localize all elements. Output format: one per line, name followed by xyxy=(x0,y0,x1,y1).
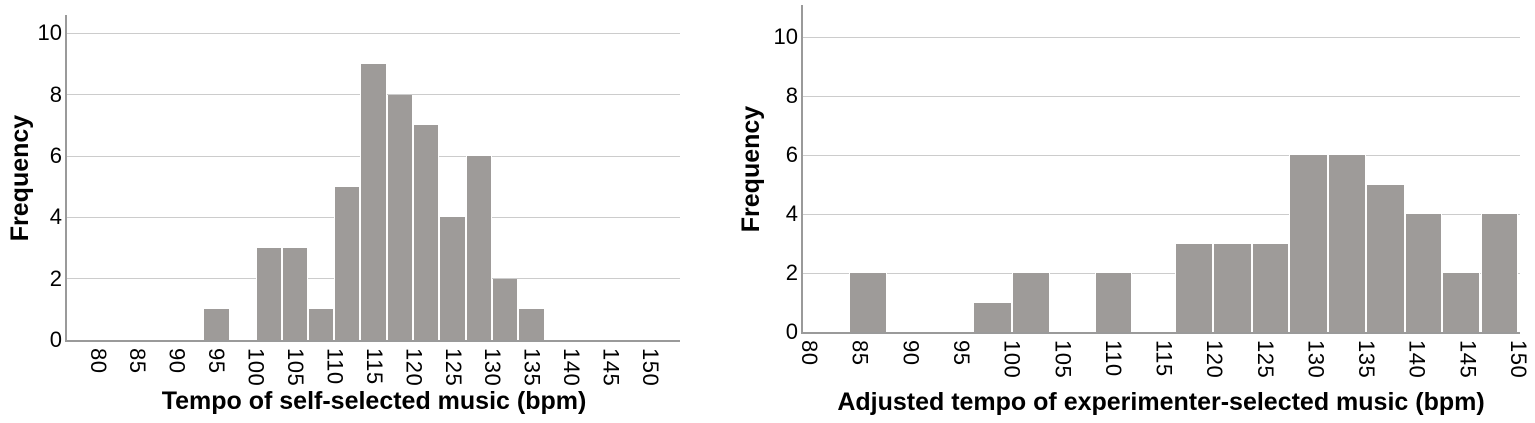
x-tick-label: 85 xyxy=(847,340,873,366)
histogram-bar xyxy=(973,302,1012,332)
x-tick-label: 110 xyxy=(322,348,348,385)
x-tick-label: 85 xyxy=(125,348,151,374)
x-tick-label: 120 xyxy=(1202,340,1228,379)
gridline-y-2 xyxy=(803,272,1520,274)
x-tick-label: 135 xyxy=(519,348,545,387)
x-tick-label: 95 xyxy=(948,340,974,366)
histogram-bar xyxy=(387,94,414,340)
x-tick-label: 150 xyxy=(638,348,664,387)
x-tick-label: 125 xyxy=(1252,340,1278,379)
histogram-bar xyxy=(1404,214,1443,332)
histogram-bar xyxy=(1366,184,1405,332)
x-tick-label: 95 xyxy=(204,348,230,374)
plot-area xyxy=(801,5,1520,334)
histogram-bar xyxy=(1327,155,1367,332)
x-tick-label: 140 xyxy=(1404,340,1430,379)
histogram-bar xyxy=(492,278,519,340)
y-tick-label: 6 xyxy=(785,142,798,168)
y-tick-label: 4 xyxy=(49,204,62,230)
x-tick-label: 130 xyxy=(480,348,506,387)
x-axis-title: Adjusted tempo of experimenter-selected … xyxy=(837,388,1485,416)
plot-area xyxy=(65,15,680,342)
gridline-y-8 xyxy=(803,95,1520,97)
histogram-bar xyxy=(360,64,388,340)
y-tick-label: 4 xyxy=(785,201,798,227)
x-tick-label: 145 xyxy=(1455,340,1481,379)
gridline-y-6 xyxy=(803,154,1520,156)
gridline-y-10 xyxy=(67,32,680,34)
x-tick-label: 100 xyxy=(243,348,269,387)
y-tick-label: 2 xyxy=(49,265,62,291)
y-tick-label: 10 xyxy=(773,24,798,50)
x-axis-title: Tempo of self-selected music (bpm) xyxy=(161,387,587,415)
x-tick-label: 90 xyxy=(898,340,924,366)
y-tick-label: 2 xyxy=(785,260,798,286)
x-tick-label: 80 xyxy=(797,340,823,366)
x-tick-label: 145 xyxy=(598,348,624,387)
x-tick-label: 115 xyxy=(1151,340,1177,377)
x-tick-label: 140 xyxy=(559,348,585,387)
x-tick-label: 120 xyxy=(401,348,427,387)
histogram-bar xyxy=(1094,273,1133,332)
y-tick-label: 0 xyxy=(49,327,62,352)
histogram-bar xyxy=(1289,155,1328,332)
x-tick-label: 90 xyxy=(164,348,190,374)
histogram-bar xyxy=(1480,214,1518,332)
histogram-bar xyxy=(281,248,309,340)
histogram-bar xyxy=(308,309,335,340)
histogram-bar xyxy=(413,125,440,340)
x-tick-label: 130 xyxy=(1303,340,1329,379)
y-tick-label: 8 xyxy=(785,83,798,109)
histogram-bar xyxy=(334,186,361,340)
gridline-y-10 xyxy=(803,36,1520,38)
x-tick-label: 115 xyxy=(361,348,387,385)
histogram-bar xyxy=(1011,273,1051,332)
x-tick-label: 110 xyxy=(1100,340,1126,377)
x-tick-label: 125 xyxy=(440,348,466,387)
histogram-bar xyxy=(202,309,230,340)
histogram-bar xyxy=(255,248,282,340)
histogram-bar xyxy=(1174,243,1214,332)
y-tick-label: 6 xyxy=(49,143,62,169)
histogram-bar xyxy=(1213,243,1252,332)
histogram-bar xyxy=(466,156,493,340)
histogram-bar xyxy=(518,309,546,340)
gridline-y-4 xyxy=(803,213,1520,215)
y-tick-label: 10 xyxy=(37,20,62,46)
y-tick-label: 0 xyxy=(785,319,798,344)
x-tick-label: 80 xyxy=(85,348,111,374)
x-tick-label: 105 xyxy=(283,348,308,387)
histogram-bar xyxy=(848,273,888,332)
x-tick-label: 135 xyxy=(1354,340,1380,379)
x-tick-label: 105 xyxy=(1050,340,1076,379)
histogram-bar xyxy=(1251,243,1290,332)
histogram-bar xyxy=(1442,273,1481,332)
x-tick-label: 150 xyxy=(1505,340,1531,379)
histogram-bar xyxy=(439,217,467,340)
y-tick-label: 8 xyxy=(49,81,62,107)
x-tick-label: 100 xyxy=(999,340,1025,379)
